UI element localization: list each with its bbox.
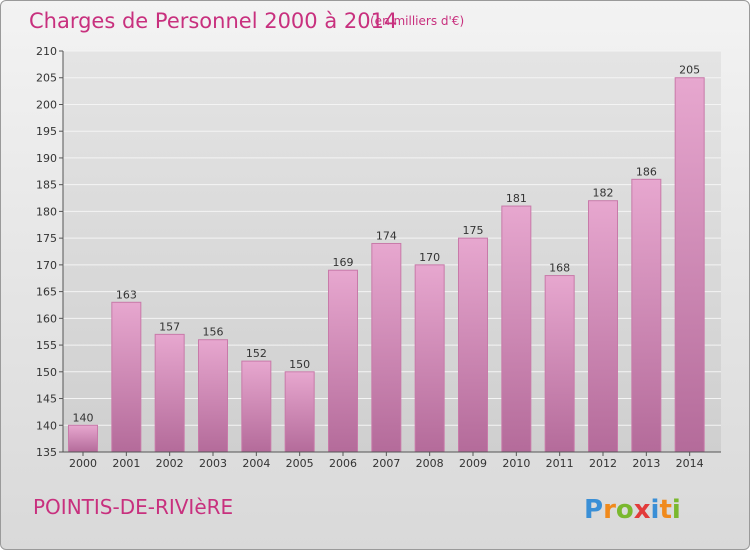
x-tick-label: 2002 [156, 457, 184, 470]
x-tick-label: 2001 [112, 457, 140, 470]
bar [241, 360, 272, 453]
x-tick-label: 2014 [676, 457, 704, 470]
bar-value-label: 157 [159, 320, 180, 333]
bar-value-label: 174 [376, 229, 397, 242]
y-axis: 135 140 145 150 155 160 165 170 175 180 185 190 195 2… [36, 45, 64, 459]
y-tick-label: 205 [36, 72, 57, 85]
bar-value-label: 168 [549, 262, 570, 275]
x-tick-label: 2004 [242, 457, 270, 470]
x-tick-label: 2009 [459, 457, 487, 470]
bars: 140 163 157 156 152 150 169 174 170 175 181 168 182 1… [68, 64, 705, 453]
x-tick-label: 2013 [632, 457, 660, 470]
y-tick-label: 165 [36, 286, 57, 299]
bar [111, 301, 142, 453]
x-tick-label: 2003 [199, 457, 227, 470]
x-tick-label: 2011 [546, 457, 574, 470]
bar-value-label: 186 [636, 165, 657, 178]
bar [328, 269, 358, 453]
y-tick-label: 150 [36, 366, 57, 379]
y-tick-label: 210 [36, 45, 57, 58]
bar [631, 178, 662, 453]
bar [68, 424, 98, 453]
bar-value-label: 181 [506, 192, 527, 205]
x-tick-label: 2010 [502, 457, 530, 470]
bar-value-label: 156 [203, 326, 224, 339]
bar [284, 371, 315, 453]
bar-value-label: 169 [333, 256, 354, 269]
bar [371, 242, 402, 453]
logo-letter: t [659, 495, 671, 525]
chart-title: Charges de Personnel 2000 à 2014 [29, 9, 397, 33]
bar [198, 339, 228, 453]
y-tick-label: 195 [36, 125, 57, 138]
bar [154, 333, 185, 453]
x-tick-label: 2006 [329, 457, 357, 470]
logo-letter: r [603, 495, 616, 525]
chart-unit-label: (en milliers d'€) [370, 14, 464, 28]
x-tick-label: 2000 [69, 457, 97, 470]
y-tick-label: 200 [36, 98, 57, 111]
bar-value-label: 140 [73, 411, 94, 424]
bar-value-label: 182 [593, 187, 614, 200]
y-tick-label: 155 [36, 339, 57, 352]
y-tick-label: 135 [36, 446, 57, 459]
bar-value-label: 175 [463, 224, 484, 237]
logo-letter: o [616, 495, 634, 525]
logo-letter: i [672, 495, 681, 525]
y-tick-label: 185 [36, 179, 57, 192]
proxiti-logo: Proxiti [584, 495, 681, 525]
x-tick-label: 2007 [372, 457, 400, 470]
commune-name: POINTIS-DE-RIVIèRE [33, 495, 233, 519]
y-tick-label: 180 [36, 205, 57, 218]
bar [501, 205, 532, 453]
bar [458, 237, 488, 453]
bar-value-label: 152 [246, 347, 267, 360]
y-tick-label: 175 [36, 232, 57, 245]
logo-letter: i [651, 495, 660, 525]
bar-value-label: 163 [116, 288, 137, 301]
bar [588, 200, 618, 453]
bar-value-label: 205 [679, 64, 700, 77]
logo-letter: x [634, 495, 651, 525]
y-tick-label: 160 [36, 312, 57, 325]
y-tick-label: 140 [36, 419, 57, 432]
x-tick-label: 2005 [286, 457, 314, 470]
logo-letter: P [584, 495, 603, 525]
x-tick-label: 2008 [416, 457, 444, 470]
bar [544, 275, 575, 453]
y-tick-label: 190 [36, 152, 57, 165]
y-tick-label: 145 [36, 393, 57, 406]
bar [414, 264, 445, 453]
x-tick-label: 2012 [589, 457, 617, 470]
y-tick-label: 170 [36, 259, 57, 272]
x-axis: 2000 2001 2002 2003 2004 2005 2006 2007 2008 2009… [63, 451, 721, 470]
bar-value-label: 150 [289, 358, 310, 371]
bar [674, 77, 705, 453]
bar-value-label: 170 [419, 251, 440, 264]
